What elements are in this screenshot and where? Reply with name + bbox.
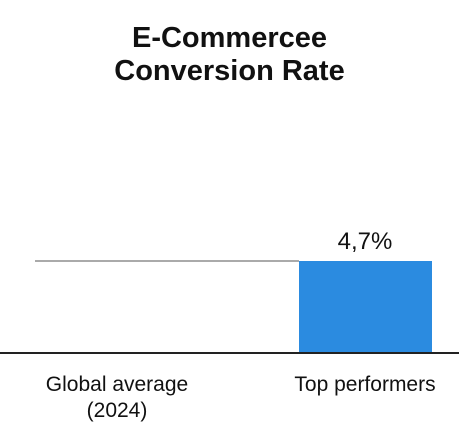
chart-title-line-2: Conversion Rate [114, 55, 345, 87]
chart-title: E-Commercee Conversion Rate [0, 22, 459, 88]
category-label-0-line-1: Global average [46, 373, 188, 396]
category-label-0-line-2: (2024) [87, 399, 148, 422]
bar-1 [299, 261, 432, 353]
chart-title-line-1: E-Commercee [131, 22, 328, 54]
category-label-1-line-1: Top performers [294, 373, 435, 396]
data-label-1: 4,7% [338, 228, 393, 255]
